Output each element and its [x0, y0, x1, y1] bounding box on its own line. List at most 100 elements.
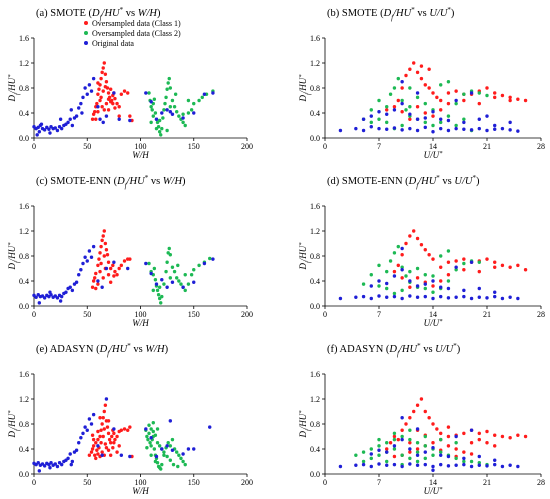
- data-point: [477, 260, 481, 264]
- y-tick-label: 1.2: [19, 59, 29, 68]
- x-tick-label: 100: [135, 142, 147, 151]
- data-point: [400, 253, 404, 257]
- data-point: [412, 61, 416, 65]
- data-point: [392, 105, 397, 109]
- data-point: [128, 118, 132, 123]
- data-point: [181, 116, 185, 120]
- x-tick-label: 100: [135, 478, 147, 487]
- data-point: [102, 427, 106, 431]
- data-point: [369, 114, 373, 118]
- data-point: [113, 269, 117, 274]
- data-point: [408, 86, 412, 90]
- data-point: [423, 101, 427, 106]
- data-point: [96, 429, 100, 434]
- data-point: [155, 427, 160, 431]
- data-point: [170, 437, 175, 442]
- data-point: [431, 296, 435, 301]
- data-point: [477, 91, 481, 95]
- data-point: [454, 265, 458, 269]
- data-point: [415, 441, 420, 445]
- data-point: [400, 453, 404, 457]
- data-point: [111, 446, 115, 450]
- data-point: [165, 454, 169, 459]
- y-axis-label: Df/HU*: [7, 410, 21, 439]
- data-point: [170, 98, 175, 103]
- data-point: [400, 80, 404, 84]
- data-point: [454, 456, 458, 461]
- y-axis-label: Df/HU*: [298, 410, 312, 439]
- data-point: [164, 269, 168, 274]
- data-point: [396, 263, 400, 268]
- data-point: [431, 279, 435, 283]
- chart-title: (b) SMOTE (Df/HU* vs U/U*): [327, 6, 455, 22]
- data-point: [74, 280, 79, 284]
- legend-marker: [84, 41, 88, 45]
- data-point: [423, 450, 427, 454]
- data-point: [431, 123, 435, 128]
- chart-panel-0: 0 50 100 150 200 0.0 0.4 0.8 1.2 1.6 Df/HU* W/H (a) …: [7, 6, 254, 160]
- data-point: [392, 462, 397, 467]
- data-point: [404, 73, 408, 78]
- data-point: [392, 269, 397, 274]
- data-point: [369, 464, 373, 469]
- data-point: [404, 108, 408, 112]
- data-point: [70, 123, 75, 128]
- data-point: [149, 453, 153, 457]
- data-point: [81, 431, 85, 436]
- data-point: [97, 87, 101, 91]
- data-point: [117, 117, 121, 121]
- data-point: [98, 416, 102, 420]
- data-point: [446, 249, 451, 253]
- data-point: [155, 288, 160, 293]
- data-point: [128, 425, 132, 429]
- data-point: [106, 108, 111, 112]
- data-point: [493, 458, 497, 462]
- data-point: [462, 450, 466, 454]
- data-point: [392, 251, 397, 255]
- data-point: [53, 462, 57, 466]
- data-point: [96, 105, 100, 109]
- data-point: [117, 105, 121, 109]
- data-point: [98, 251, 102, 255]
- data-point: [153, 459, 158, 464]
- x-tick-label: 7: [377, 310, 381, 319]
- data-point: [99, 441, 103, 445]
- data-point: [469, 441, 474, 445]
- data-point: [454, 463, 458, 467]
- y-tick-label: 0.0: [310, 470, 320, 479]
- data-point: [385, 281, 389, 286]
- data-point: [173, 92, 178, 96]
- data-point: [439, 285, 443, 289]
- data-point: [377, 448, 381, 452]
- data-point: [172, 269, 177, 274]
- data-point: [400, 101, 404, 106]
- data-point: [113, 106, 117, 110]
- data-point: [415, 447, 420, 451]
- data-point: [477, 461, 481, 465]
- data-point: [392, 126, 397, 130]
- data-point: [508, 463, 512, 467]
- data-point: [157, 444, 162, 448]
- data-point: [108, 453, 113, 457]
- data-point: [415, 459, 420, 464]
- data-point: [90, 433, 95, 437]
- data-point: [369, 456, 373, 461]
- x-tick-label: 100: [135, 310, 147, 319]
- data-point: [415, 276, 420, 280]
- data-point: [392, 437, 397, 442]
- data-point: [115, 434, 119, 439]
- data-point: [192, 101, 196, 106]
- x-tick-label: 0: [323, 310, 327, 319]
- data-point: [369, 296, 373, 301]
- data-point: [400, 428, 404, 432]
- data-point: [439, 437, 443, 442]
- data-point: [157, 130, 162, 134]
- data-point: [500, 126, 505, 131]
- series-2: [32, 244, 215, 305]
- data-point: [99, 95, 103, 100]
- data-point: [94, 271, 98, 276]
- data-point: [68, 117, 72, 121]
- data-point: [423, 125, 427, 130]
- data-point: [177, 279, 181, 283]
